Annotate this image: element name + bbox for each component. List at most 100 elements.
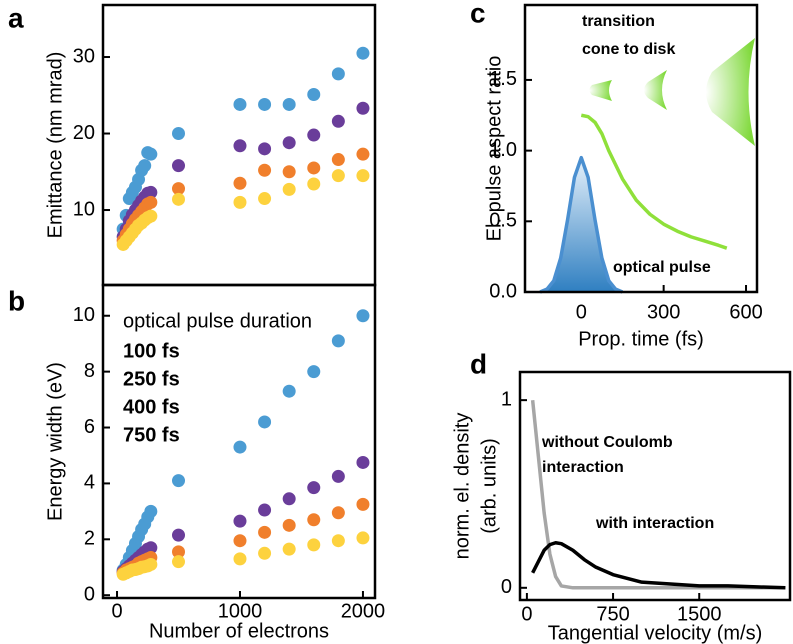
x-axis-label: Tangential velocity (m/s) <box>548 622 763 644</box>
y-axis-label: norm. el. density <box>451 413 473 560</box>
point <box>144 195 158 209</box>
point <box>233 534 247 548</box>
point <box>282 182 296 196</box>
point <box>307 177 321 191</box>
point <box>282 492 296 506</box>
point <box>233 176 247 190</box>
point <box>356 531 370 545</box>
point <box>331 534 345 548</box>
panel: b 0 2 4 6 8 10 0 1000 2000 Number of electrons Ener… <box>8 283 386 642</box>
point <box>144 557 158 571</box>
point <box>331 334 345 348</box>
annotation: without Coulomb <box>541 434 673 451</box>
panel: a 10 20 30 Emittance (nm mrad) <box>8 2 377 287</box>
cone-icon <box>589 80 612 101</box>
point <box>172 474 186 488</box>
point <box>172 159 186 173</box>
point <box>282 384 296 398</box>
line <box>580 113 728 250</box>
point <box>282 97 296 111</box>
point <box>258 142 272 156</box>
point <box>331 169 345 183</box>
point <box>282 518 296 532</box>
x-tick-label: 0 <box>576 301 587 323</box>
point <box>258 192 272 206</box>
point <box>282 542 296 556</box>
point <box>144 209 158 223</box>
point <box>331 506 345 520</box>
point <box>233 552 247 566</box>
legend-entry: 400 fs <box>123 396 180 418</box>
point <box>144 147 158 161</box>
point <box>307 161 321 175</box>
point <box>258 415 272 429</box>
y-tick-label: 20 <box>73 122 95 144</box>
point <box>233 440 247 454</box>
point <box>307 128 321 142</box>
point <box>258 525 272 539</box>
point <box>144 541 158 555</box>
line <box>539 155 624 294</box>
y-tick-label: 0 <box>501 576 512 598</box>
point <box>356 46 370 60</box>
point <box>331 114 345 128</box>
plot-frame <box>518 370 792 602</box>
panel-letter: b <box>8 285 25 316</box>
panel-letter: d <box>470 348 487 379</box>
legend-entry: 750 fs <box>123 424 180 446</box>
y-axis-label: Energy width (eV) <box>44 362 66 521</box>
x-tick-label: 2000 <box>341 600 386 622</box>
x-tick-label: 1000 <box>218 600 263 622</box>
annotation: optical pulse <box>613 259 711 276</box>
y-tick-label: 0.5 <box>489 210 517 232</box>
y-tick-label: 10 <box>73 304 95 326</box>
point <box>172 127 186 141</box>
panel: c 0.0 0.5 1.0 1.5 0 300 600 Prop. time (fs) El. p… <box>470 0 763 350</box>
x-tick-label: 0 <box>111 600 122 622</box>
point <box>356 169 370 183</box>
annotation: transition <box>582 13 655 30</box>
point <box>356 147 370 161</box>
point <box>258 97 272 111</box>
annotation: cone to disk <box>582 41 675 58</box>
point <box>307 513 321 527</box>
y-tick-label: 2 <box>84 528 95 550</box>
y-tick-label: 1.0 <box>489 139 517 161</box>
point <box>307 88 321 102</box>
annotation: with interaction <box>595 515 714 532</box>
point <box>144 185 158 199</box>
x-axis-label: Prop. time (fs) <box>578 328 704 350</box>
point <box>331 469 345 483</box>
y-tick-label: 0.0 <box>489 280 517 302</box>
point <box>258 503 272 517</box>
point <box>233 195 247 209</box>
line <box>531 541 786 590</box>
point <box>172 528 186 542</box>
cone-icon <box>644 70 667 110</box>
cone-icons <box>589 38 755 146</box>
legend-entry: 250 fs <box>123 368 180 390</box>
y-tick-label: 4 <box>84 472 95 494</box>
y-tick-label: 1.5 <box>489 68 517 90</box>
y-axis-label: (arb. units) <box>478 438 500 534</box>
point <box>282 165 296 179</box>
point <box>331 153 345 167</box>
point <box>356 455 370 469</box>
point <box>233 97 247 111</box>
point <box>258 546 272 560</box>
x-tick-label: 0 <box>521 603 532 625</box>
y-tick-label: 8 <box>84 360 95 382</box>
point <box>172 555 186 569</box>
point <box>307 481 321 495</box>
panel-letter: a <box>8 2 24 33</box>
legend-entry: 100 fs <box>123 340 180 362</box>
y-axis-label: El. pulse aspect ratio <box>483 56 505 242</box>
x-axis-label: Number of electrons <box>149 620 329 642</box>
y-axis-label: Emittance (nm mrad) <box>44 52 66 239</box>
x-tick-label: 1500 <box>677 603 722 625</box>
y-tick-label: 0 <box>84 583 95 605</box>
point <box>144 504 158 518</box>
point <box>233 139 247 153</box>
